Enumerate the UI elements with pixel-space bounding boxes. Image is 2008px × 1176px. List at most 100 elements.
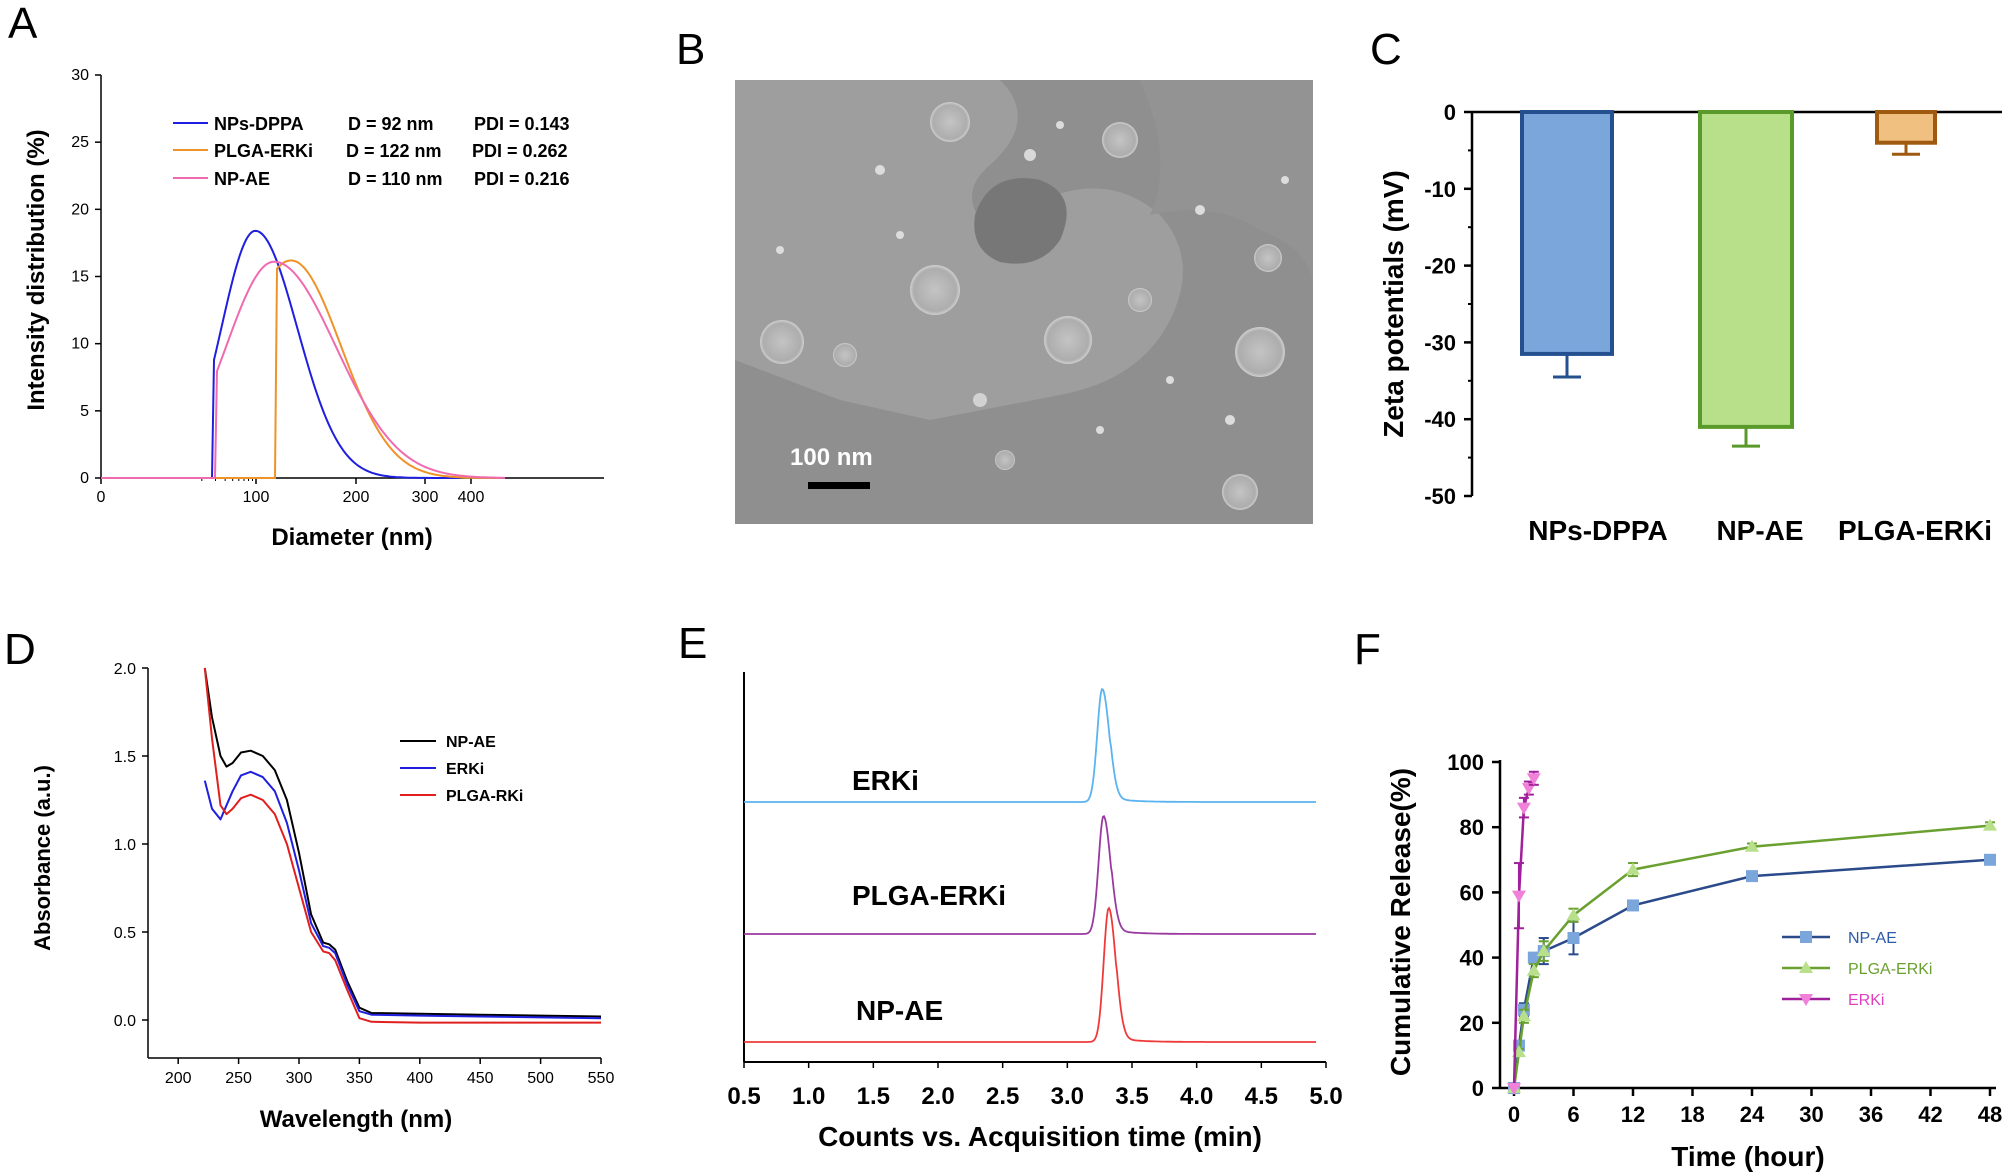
panel-d-x-tick-label: 250 — [225, 1070, 252, 1087]
sem-particle — [1166, 376, 1174, 384]
panel-f-marker-square — [1984, 853, 1996, 866]
panel-e-trace-label-npae: NP-AE — [856, 995, 943, 1026]
sem-particle — [1195, 205, 1205, 215]
panel-a-y-tick-label: 25 — [71, 134, 89, 151]
sem-particle — [875, 165, 885, 175]
panel-e-x-tick-label: 5.0 — [1309, 1083, 1342, 1110]
sem-image: 100 nm — [735, 80, 1313, 524]
panel-f-x-tick-label: 6 — [1567, 1102, 1579, 1127]
panel-e-letter: E — [678, 619, 707, 668]
sem-particle — [1225, 415, 1235, 425]
panel-f-marker-square — [1567, 932, 1580, 945]
panel-c-chart: 0 -10 -20 -30 -40 -50 Zeta potentials (mV) NP… — [1378, 100, 2002, 546]
legend-label-plgarki: PLGA-RKi — [446, 788, 523, 805]
sem-particle — [1056, 121, 1064, 129]
panel-e-x-tick-label: 0.5 — [727, 1083, 760, 1110]
panel-d-x-axis-title: Wavelength (nm) — [260, 1106, 452, 1133]
panel-a-legend: NPs-DPPA D = 92 nm PDI = 0.143 PLGA-ERKi… — [173, 114, 570, 189]
panel-f-y-tick-label: 40 — [1460, 946, 1484, 971]
panel-a-y-tick-label: 0 — [80, 470, 89, 487]
panel-d-chart: 0.0 0.5 1.0 1.5 2.0 200 250 300 350 400 450 500 550… — [30, 661, 614, 1133]
panel-f-marker-square — [1627, 899, 1639, 912]
panel-a-x-tick-label: 100 — [243, 489, 270, 506]
sem-scale-bar — [808, 482, 870, 489]
panel-a-x-tick-label: 300 — [412, 489, 439, 506]
panel-f-x-tick-label: 24 — [1740, 1102, 1765, 1127]
panel-f-marker-triangle-down — [1511, 890, 1526, 903]
panel-a-series-npsdppa-line — [101, 229, 460, 479]
panel-e-chart: 0.5 1.0 1.5 2.0 2.5 3.0 3.5 4.0 4.5 5.0 ERKi PLGA… — [727, 672, 1343, 1152]
panel-d-legend: NP-AE ERKi PLGA-RKi — [400, 734, 523, 805]
panel-f-marker-triangle — [1745, 839, 1759, 852]
legend-d-npsdppa: D = 92 nm — [348, 114, 434, 134]
panel-e-x-axis-title: Counts vs. Acquisition time (min) — [818, 1121, 1262, 1152]
panel-f-x-tick-label: 0 — [1508, 1102, 1520, 1127]
panel-f-legend-label: NP-AE — [1848, 930, 1897, 947]
panel-c-y-axis-title: Zeta potentials (mV) — [1378, 170, 1409, 438]
panel-c-bar — [1875, 110, 1937, 145]
panel-a-chart: 0 5 10 15 20 25 30 0 100 200 300 400 NPs-DPPA D = … — [23, 67, 604, 551]
panel-e-trace-erki — [744, 687, 1316, 803]
sem-particle — [1102, 122, 1138, 158]
panel-f-legend-label: PLGA-ERKi — [1848, 961, 1932, 978]
panel-e-x-tick-label: 2.5 — [986, 1083, 1019, 1110]
sem-particle — [1222, 474, 1258, 510]
panel-f-marker-triangle — [1516, 1009, 1531, 1022]
panel-a-y-axis-title: Intensity distribution (%) — [23, 129, 50, 410]
panel-d-x-tick-label: 550 — [588, 1070, 615, 1087]
panel-d-letter: D — [4, 625, 36, 674]
sem-particle — [930, 102, 970, 142]
panel-e-x-tick-label: 1.0 — [792, 1083, 825, 1110]
sem-particle — [995, 450, 1015, 470]
sem-particle — [1254, 244, 1282, 272]
panel-c-category-label: NP-AE — [1716, 515, 1803, 546]
sem-particle — [896, 231, 904, 239]
panel-c-y-tick-label: 0 — [1444, 100, 1456, 125]
panel-d-series-line — [203, 770, 602, 1020]
panel-c-y-tick-label: -30 — [1424, 330, 1456, 355]
legend-d-plgaerki: D = 122 nm — [346, 141, 442, 161]
panel-b-letter: B — [676, 25, 705, 74]
legend-label-plgaerki: PLGA-ERKi — [214, 141, 313, 161]
legend-pdi-npsdppa: PDI = 0.143 — [474, 114, 570, 134]
panel-a-y-tick-label: 20 — [71, 201, 89, 218]
panel-f-marker-triangle — [1626, 862, 1640, 875]
panel-f-x-axis-title: Time (hour) — [1671, 1141, 1824, 1172]
panel-e-trace-plgaerki — [744, 814, 1316, 935]
panel-d-y-tick-label: 0.0 — [114, 1013, 136, 1030]
panel-d-x-tick-label: 450 — [467, 1070, 494, 1087]
legend-label-npae: NP-AE — [446, 734, 496, 751]
sem-particle — [833, 343, 857, 367]
sem-particle — [973, 393, 987, 407]
panel-f-legend-marker — [1799, 961, 1813, 973]
sem-particle — [1235, 327, 1285, 377]
sem-film-region-2 — [1140, 80, 1313, 290]
panel-f-y-tick-label: 80 — [1460, 815, 1484, 840]
panel-e-trace-label-plgaerki: PLGA-ERKi — [852, 880, 1006, 911]
panel-f-x-tick-label: 36 — [1859, 1102, 1883, 1127]
panel-f-marker-triangle-down — [1507, 1083, 1521, 1095]
panel-e-trace-npae — [744, 906, 1316, 1043]
panel-c-category-label: PLGA-ERKi — [1838, 515, 1992, 546]
panel-a-series-npae-line — [101, 260, 506, 479]
panel-f-marker-triangle — [1983, 818, 1997, 831]
panel-f-y-tick-label: 0 — [1472, 1076, 1484, 1101]
panel-e-x-tick-label: 3.0 — [1051, 1083, 1084, 1110]
sem-particle — [910, 265, 960, 315]
panel-f-legend-marker — [1800, 931, 1812, 943]
legend-d-npae: D = 110 nm — [348, 169, 443, 189]
panel-f-marker-triangle-down — [1516, 802, 1531, 815]
panel-f-marker-square — [1746, 870, 1758, 883]
sem-particle — [1024, 149, 1036, 161]
sem-particle — [1128, 288, 1152, 312]
sem-particle — [760, 320, 804, 364]
legend-pdi-npae: PDI = 0.216 — [474, 169, 570, 189]
panel-d-x-tick-label: 200 — [165, 1070, 192, 1087]
panel-e-x-tick-label: 1.5 — [857, 1083, 890, 1110]
panel-a-x-tick-label: 0 — [97, 489, 106, 506]
panel-f-marker-triangle — [1536, 944, 1551, 957]
panel-d-y-tick-label: 1.0 — [114, 837, 136, 854]
panel-f-x-tick-label: 48 — [1978, 1102, 2002, 1127]
panel-a-y-tick-label: 30 — [71, 67, 89, 84]
